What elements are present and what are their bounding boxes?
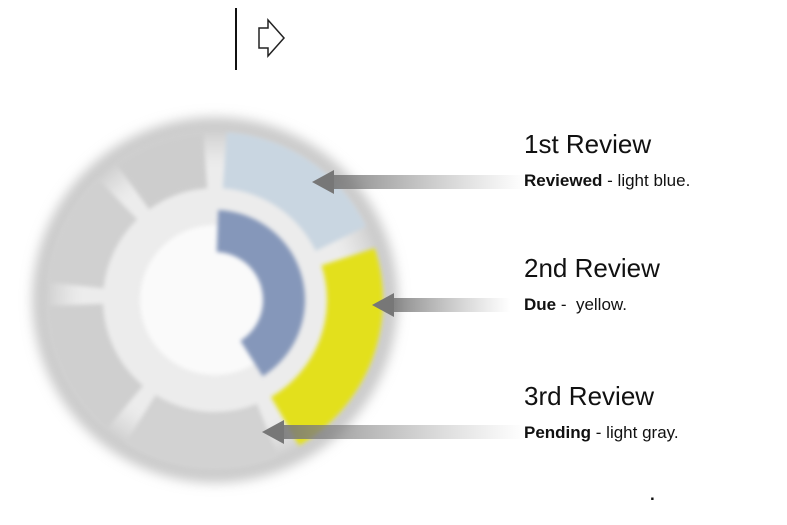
label-title: 3rd Review — [524, 381, 654, 411]
page: 1st Review Reviewed - light blue. 2nd Re… — [0, 0, 787, 525]
cursor-arrow — [259, 20, 284, 56]
illustration: 1st Review Reviewed - light blue. 2nd Re… — [0, 0, 787, 525]
description: - yellow. — [556, 295, 627, 314]
arrow — [372, 293, 510, 317]
status: Due — [524, 295, 556, 314]
label-title: 2nd Review — [524, 253, 660, 283]
footnote: . — [650, 485, 655, 504]
description: - light gray. — [591, 423, 679, 442]
label-title: 1st Review — [524, 129, 651, 159]
label-description: Reviewed - light blue. — [524, 171, 690, 190]
label-description: Due - yellow. — [524, 295, 627, 314]
label-description: Pending - light gray. — [524, 423, 679, 442]
status: Pending — [524, 423, 591, 442]
description: - light blue. — [602, 171, 690, 190]
status: Reviewed — [524, 171, 602, 190]
